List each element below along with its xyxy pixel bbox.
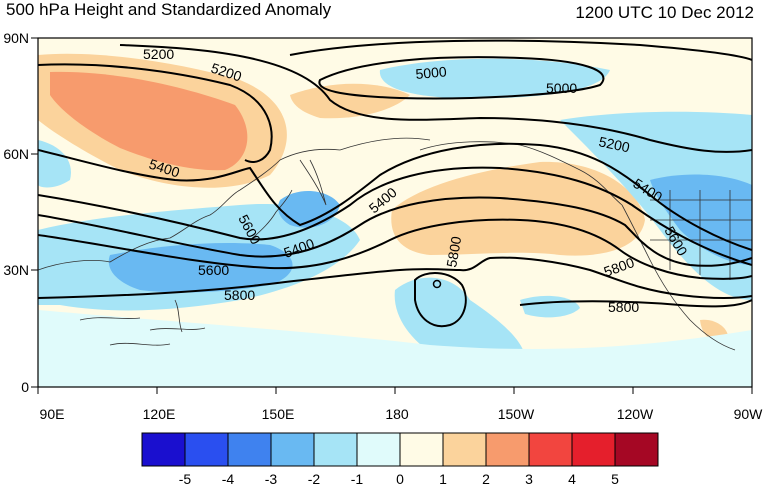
map-title: 500 hPa Height and Standardized Anomaly — [6, 0, 332, 19]
colorbar-swatch — [270, 432, 315, 467]
anomaly-positive-pacific — [391, 161, 645, 256]
contour-5200-a — [38, 63, 273, 163]
contour-label: 5000 — [415, 63, 448, 82]
anomaly-strong-positive-siberia — [50, 71, 248, 171]
coastline-kamchatka — [299, 159, 327, 206]
colorbar-labels: -5 -4 -3 -2 -1 0 1 2 3 4 5 — [179, 471, 619, 487]
colorbar-tick-label: 0 — [396, 471, 404, 487]
contour-label: 5800 — [224, 287, 255, 303]
contour-5800 — [38, 256, 752, 300]
lon-label: 150E — [262, 406, 295, 422]
contour-5000 — [318, 56, 605, 100]
lat-labels: 90N 60N 30N 0 — [3, 30, 29, 395]
lat-label: 0 — [21, 379, 29, 395]
coastline-asia — [38, 148, 341, 271]
lat-label: 90N — [3, 30, 29, 46]
contour-label: 5200 — [143, 46, 174, 62]
contour-5600-b — [38, 218, 752, 280]
colorbar-tick-label: -2 — [308, 471, 321, 487]
contour-5400 — [38, 142, 752, 251]
anomaly-shading — [38, 53, 752, 387]
colorbar-tick-label: 1 — [439, 471, 447, 487]
contour-label-group: 5200 5200 5000 5000 5200 5400 5400 5400 … — [143, 46, 691, 315]
contour-5800-b — [519, 299, 752, 308]
colorbar-swatch — [313, 432, 358, 467]
contour-5200-c — [289, 39, 752, 61]
map-valid-time: 1200 UTC 10 Dec 2012 — [575, 3, 754, 22]
contour-5200-b — [119, 44, 752, 153]
lon-label: 120E — [143, 406, 176, 422]
lat-label: 60N — [3, 146, 29, 162]
lon-label: 90E — [40, 406, 65, 422]
colorbar-swatch — [141, 432, 186, 467]
colorbar — [141, 432, 659, 467]
contour-label: 5600 — [198, 262, 229, 278]
colorbar-swatch — [528, 432, 573, 467]
colorbar-swatch — [614, 432, 659, 467]
colorbar-swatch — [356, 432, 401, 467]
anomaly-negative-north-america — [560, 111, 752, 300]
contour-5800-loop — [414, 272, 467, 328]
colorbar-swatch — [442, 432, 487, 467]
colorbar-tick-label: 4 — [568, 471, 576, 487]
colorbar-swatch — [485, 432, 530, 467]
contour-label: 5200 — [597, 133, 631, 155]
colorbar-swatch — [184, 432, 229, 467]
coastline-arctic — [339, 137, 431, 151]
anomaly-negative-tropics — [38, 310, 752, 387]
colorbar-tick-label: 3 — [525, 471, 533, 487]
contour-5600 — [38, 196, 752, 267]
colorbar-swatch — [571, 432, 616, 467]
coastline-philippines — [174, 299, 183, 333]
colorbar-tick-label: -1 — [351, 471, 364, 487]
lon-label: 180 — [385, 406, 409, 422]
coastline-maritime — [79, 317, 206, 346]
contour-label: 5000 — [546, 80, 577, 96]
lon-ticks — [37, 387, 753, 394]
lon-label: 120W — [617, 406, 654, 422]
colorbar-swatch — [399, 432, 444, 467]
lat-label: 30N — [3, 262, 29, 278]
contour-small-high — [432, 279, 442, 289]
height-contours — [38, 39, 752, 328]
colorbar-swatch — [227, 432, 272, 467]
colorbar-tick-label: 5 — [611, 471, 619, 487]
colorbar-tick-label: -3 — [265, 471, 278, 487]
contour-label: 5800 — [608, 299, 639, 315]
colorbar-tick-label: -4 — [222, 471, 235, 487]
coastline-alaska — [419, 141, 623, 206]
lon-labels: 90E 120E 150E 180 150W 120W 90W — [40, 406, 764, 422]
coastline-north-america-west — [621, 204, 736, 351]
lon-label: 90W — [734, 406, 764, 422]
coastline-japan — [249, 189, 293, 241]
contour-5400-b — [38, 166, 752, 266]
colorbar-tick-label: 2 — [482, 471, 490, 487]
contour-label: 5800 — [443, 235, 464, 269]
anomaly-negative-arctic — [379, 58, 610, 99]
lon-label: 150W — [498, 406, 535, 422]
anomaly-positive-europe-far — [290, 83, 410, 119]
lat-ticks — [31, 37, 38, 388]
coastlines — [38, 137, 752, 351]
colorbar-tick-label: -5 — [179, 471, 192, 487]
